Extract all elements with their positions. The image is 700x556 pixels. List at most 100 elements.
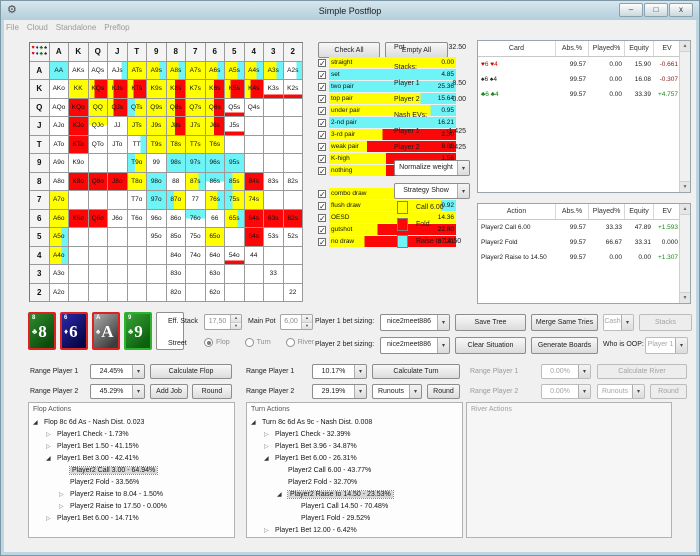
hand-cell-64s[interactable]: 64s (244, 209, 264, 228)
hand-cell-62s[interactable]: 62s (283, 209, 303, 228)
filter-checkbox-nothing[interactable]: ✓ (318, 166, 326, 176)
hand-cell-empty[interactable] (88, 191, 108, 210)
hand-cell-empty[interactable] (186, 265, 206, 284)
action-table-header-2[interactable]: Played% (589, 204, 625, 219)
tree-item-2[interactable]: ▷ Player1 Bet 1.50 - 41.15% (46, 442, 139, 450)
range-player1-flop-dropdown[interactable]: 24.45% ▾ (90, 364, 145, 379)
grid-row-header-9[interactable]: 9 (30, 154, 50, 173)
hand-cell-empty[interactable] (283, 246, 303, 265)
hand-cell-empty[interactable] (264, 246, 284, 265)
card-table-header-2[interactable]: Played% (589, 41, 625, 56)
card-table-header-3[interactable]: Equity (625, 41, 654, 56)
grid-col-header-A[interactable]: A (49, 43, 69, 62)
hand-cell-87s[interactable]: 87s (186, 172, 206, 191)
cash-dropdown[interactable]: Cash ▾ (603, 314, 634, 331)
tree-item-7[interactable]: Player1 Call 14.50 - 70.48% (301, 502, 389, 510)
runouts-river-dropdown[interactable]: Runouts ▾ (597, 384, 645, 399)
grid-row-header-J[interactable]: J (30, 117, 50, 136)
filter-checkbox-weak-pair[interactable]: ✓ (318, 142, 326, 152)
hand-cell-K6o[interactable]: K6o (69, 209, 89, 228)
grid-col-header-3[interactable]: 3 (264, 43, 284, 62)
hand-cell-empty[interactable] (186, 283, 206, 302)
hand-cell-63o[interactable]: 63o (205, 265, 225, 284)
hand-cell-empty[interactable] (69, 228, 89, 247)
hand-cell-96o[interactable]: 96o (147, 209, 167, 228)
hand-cell-88[interactable]: 88 (166, 172, 186, 191)
hand-cell-75s[interactable]: 75s (225, 191, 245, 210)
grid-col-header-8[interactable]: 8 (166, 43, 186, 62)
board-card-8c[interactable]: 8 ♣ 8 (28, 312, 56, 350)
grid-row-header-K[interactable]: K (30, 80, 50, 99)
hand-cell-A9o[interactable]: A9o (49, 154, 69, 173)
hand-cell-A2o[interactable]: A2o (49, 283, 69, 302)
hand-cell-QTo[interactable]: QTo (88, 135, 108, 154)
hand-cell-empty[interactable] (147, 265, 167, 284)
filter-checkbox-K-high[interactable]: ✓ (318, 154, 326, 164)
minimize-button[interactable]: – (619, 3, 643, 17)
board-card-As[interactable]: A ♠ A (92, 312, 120, 350)
hand-cell-84o[interactable]: 84o (166, 246, 186, 265)
tree-item-6[interactable]: ◢ Player2 Raise to 14.50 - 23.53% (277, 489, 394, 499)
tree-expand-icon[interactable]: ▷ (46, 431, 51, 438)
grid-row-header-A[interactable]: A (30, 61, 50, 80)
save-tree-button[interactable]: Save Tree (455, 314, 526, 331)
hand-cell-KQs[interactable]: KQs (88, 80, 108, 99)
hand-cell-62o[interactable]: 62o (205, 283, 225, 302)
card-table-header-0[interactable]: Card (478, 41, 556, 56)
hand-cell-empty[interactable] (127, 228, 147, 247)
grid-col-header-9[interactable]: 9 (147, 43, 167, 62)
tree-item-3[interactable]: ◢ Player1 Bet 6.00 - 26.31% (264, 454, 357, 462)
board-card-6d[interactable]: 6 ♦ 6 (60, 312, 88, 350)
spinner-down-icon[interactable]: ▼ (302, 322, 312, 329)
main-pot-spinner[interactable]: 6,00 ▲ ▼ (280, 314, 313, 330)
hand-cell-A7o[interactable]: A7o (49, 191, 69, 210)
hand-cell-66[interactable]: 66 (205, 209, 225, 228)
hand-cell-33[interactable]: 33 (264, 265, 284, 284)
hand-cell-empty[interactable] (244, 283, 264, 302)
hand-cell-empty[interactable] (225, 265, 245, 284)
calculate-flop-button[interactable]: Calculate Flop (150, 364, 232, 379)
hand-cell-Q6o[interactable]: Q6o (88, 209, 108, 228)
grid-row-header-4[interactable]: 4 (30, 246, 50, 265)
tree-item-0[interactable]: ◢ Flop 8c 6d As - Nash Dist. 0.023 (33, 418, 145, 426)
hand-cell-KJs[interactable]: KJs (108, 80, 128, 99)
calculate-river-button[interactable]: Calculate River (597, 364, 687, 379)
spinner-down-icon[interactable]: ▼ (231, 322, 241, 329)
hand-cell-TT[interactable]: TT (127, 135, 147, 154)
filter-checkbox-gutshot[interactable]: ✓ (318, 225, 326, 235)
hand-cell-empty[interactable] (69, 246, 89, 265)
hand-cell-AA[interactable]: AA (49, 61, 69, 80)
hand-cell-QQ[interactable]: QQ (88, 98, 108, 117)
hand-cell-A5o[interactable]: A5o (49, 228, 69, 247)
card-table-header-1[interactable]: Abs.% (556, 41, 589, 56)
hand-cell-empty[interactable] (283, 98, 303, 117)
hand-cell-K2s[interactable]: K2s (283, 80, 303, 99)
hand-cell-T9s[interactable]: T9s (147, 135, 167, 154)
board-card-9c[interactable]: 9 ♣ 9 (124, 312, 152, 350)
filter-checkbox-combo-draw[interactable]: ✓ (318, 189, 326, 199)
hand-cell-J8s[interactable]: J8s (166, 117, 186, 136)
hand-cell-T6o[interactable]: T6o (127, 209, 147, 228)
scroll-up-icon[interactable]: ▲ (680, 41, 690, 52)
scroll-down-icon[interactable]: ▼ (680, 181, 690, 192)
hand-cell-QJs[interactable]: QJs (108, 98, 128, 117)
menu-item-file[interactable]: File (6, 23, 19, 32)
hand-cell-T6s[interactable]: T6s (205, 135, 225, 154)
grid-row-header-8[interactable]: 8 (30, 172, 50, 191)
hand-cell-22[interactable]: 22 (283, 283, 303, 302)
tree-item-3[interactable]: ◢ Player1 Bet 3.00 - 42.41% (46, 454, 139, 462)
hand-cell-empty[interactable] (69, 283, 89, 302)
hand-cell-empty[interactable] (244, 265, 264, 284)
round-river-button[interactable]: Round (650, 384, 687, 399)
hand-cell-JTs[interactable]: JTs (127, 117, 147, 136)
tree-collapse-icon[interactable]: ◢ (33, 419, 38, 426)
hand-cell-T8o[interactable]: T8o (127, 172, 147, 191)
hand-cell-82o[interactable]: 82o (166, 283, 186, 302)
player1-bet-sizing-dropdown[interactable]: nice2meet886 ▾ (380, 314, 450, 331)
hand-cell-empty[interactable] (244, 135, 264, 154)
card-table-row-1[interactable]: ♠6 ♠4 99.57 0.00 16.08 -0.307 (478, 72, 690, 87)
hand-cell-86s[interactable]: 86s (205, 172, 225, 191)
hand-cell-A8s[interactable]: A8s (166, 61, 186, 80)
hand-cell-Q8o[interactable]: Q8o (88, 172, 108, 191)
hand-cell-A4o[interactable]: A4o (49, 246, 69, 265)
